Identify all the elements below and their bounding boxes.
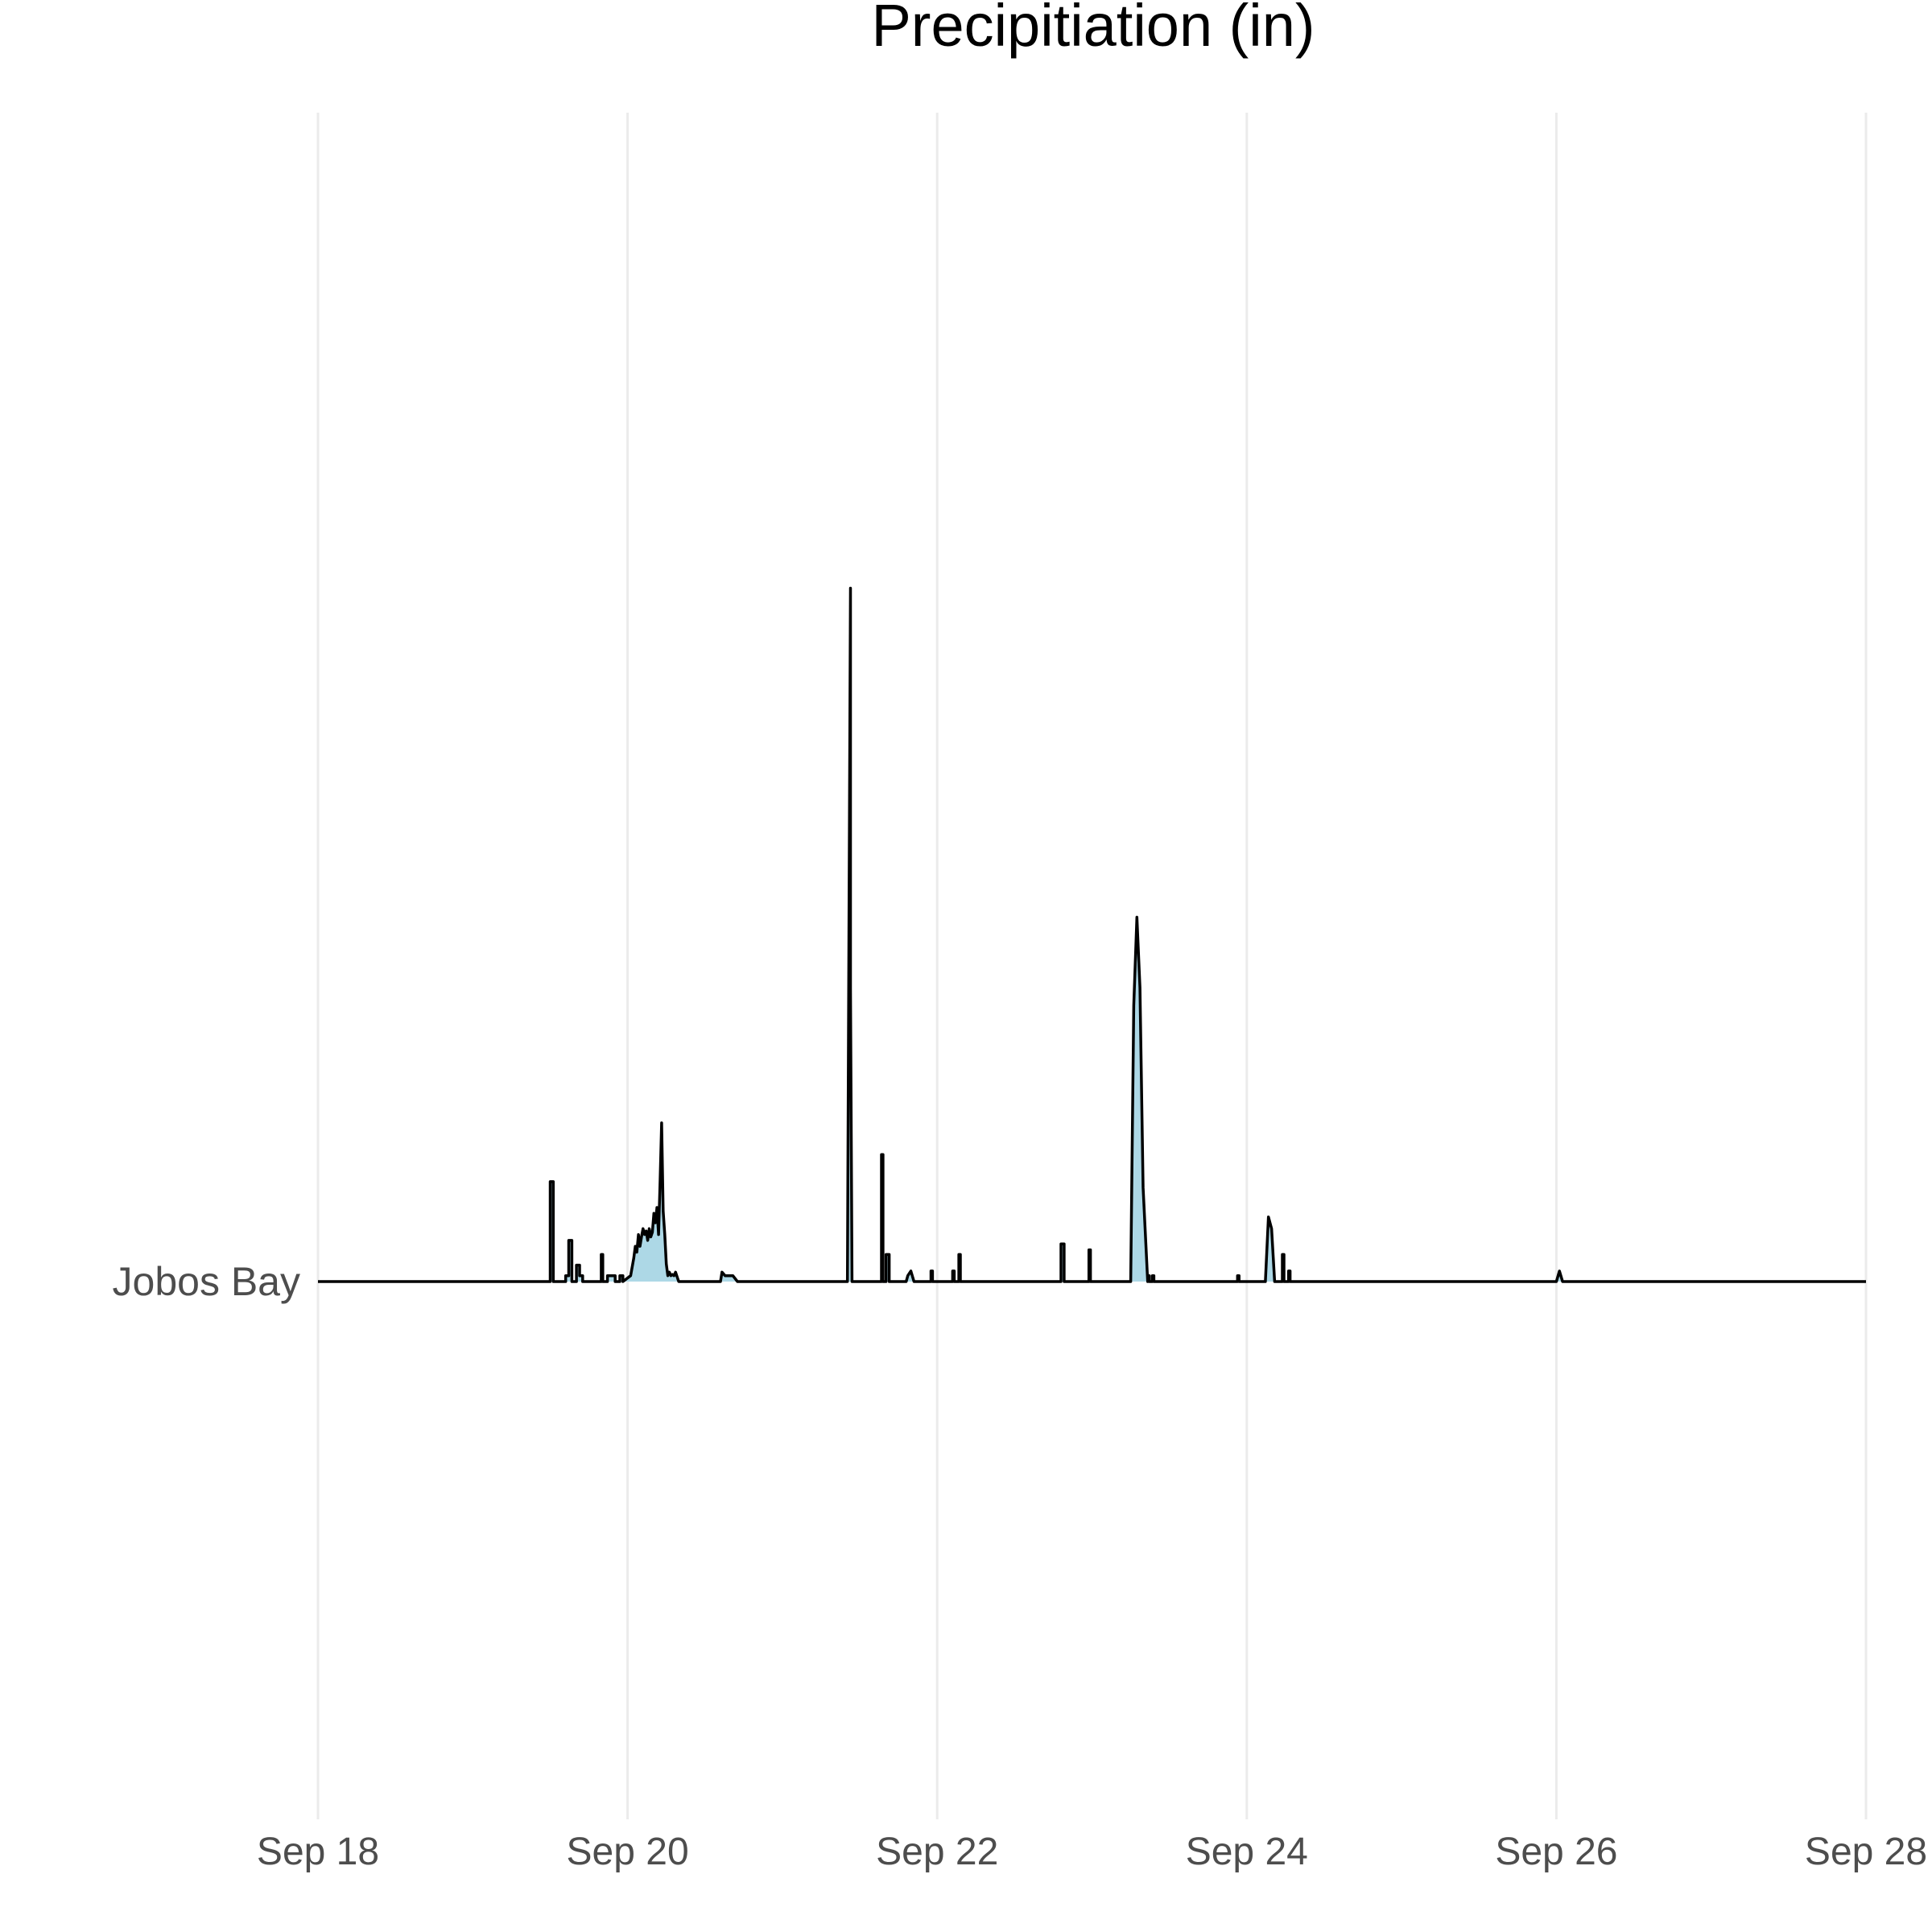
x-tick-label: Sep 28 (1805, 1831, 1927, 1873)
grid-layer (316, 113, 1868, 1819)
x-axis-labels: Sep 18 Sep 20 Sep 22 Sep 24 Sep 26 Sep 28 (257, 1831, 1927, 1873)
row-labels: Jobos Bay (113, 1259, 300, 1304)
x-tick-label: Sep 26 (1495, 1831, 1617, 1873)
x-tick-label: Sep 20 (567, 1831, 689, 1873)
x-tick-label: Sep 22 (876, 1831, 998, 1873)
x-tick-label: Sep 24 (1186, 1831, 1308, 1873)
row-label: Jobos Bay (113, 1259, 300, 1304)
x-tick-label: Sep 18 (257, 1831, 379, 1873)
chart-title: Precipitiation (in) (871, 0, 1315, 59)
precipitation-area (318, 588, 1866, 1282)
precipitation-line (318, 586, 1866, 1283)
series-layer (318, 586, 1866, 1283)
